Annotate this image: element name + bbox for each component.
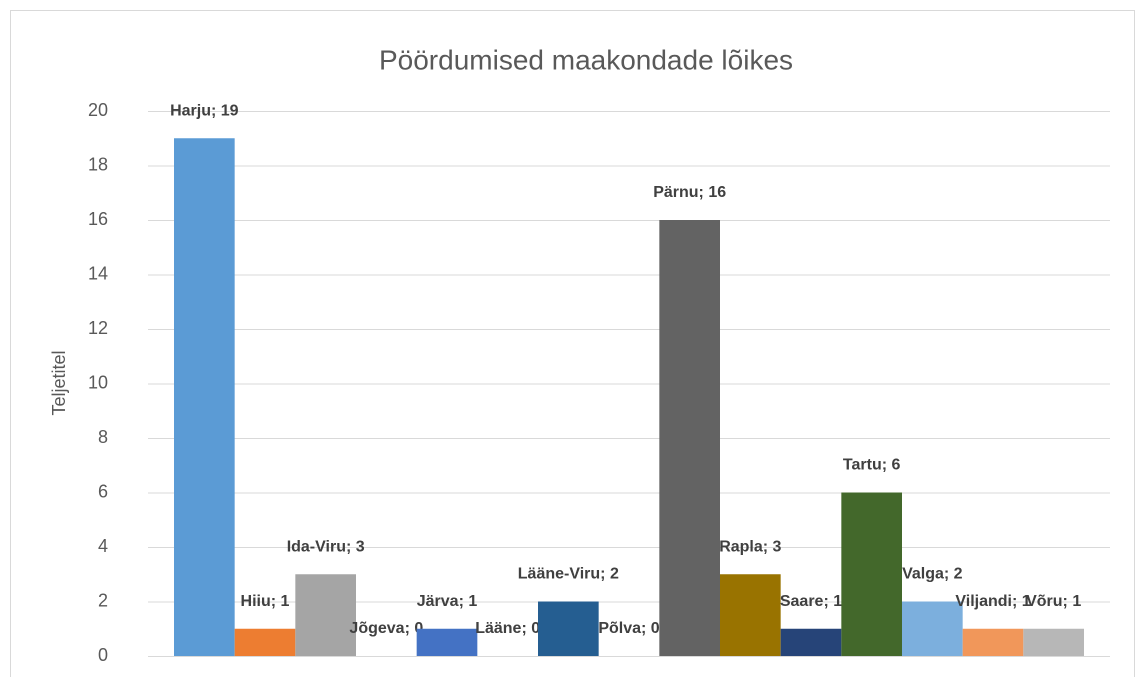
y-tick-label: 4: [98, 536, 108, 556]
data-label: Saare; 1: [780, 593, 842, 610]
y-tick-label: 16: [88, 209, 108, 229]
data-label: Valga; 2: [902, 566, 963, 583]
y-tick-label: 18: [88, 154, 108, 174]
data-label: Tartu; 6: [843, 457, 901, 474]
bar: [234, 628, 296, 656]
data-label: Lääne-Viru; 2: [518, 566, 619, 583]
y-tick-label: 0: [98, 645, 108, 665]
bar: [1023, 628, 1084, 656]
y-tick-label: 8: [98, 427, 108, 447]
y-tick-label: 14: [88, 263, 108, 283]
bar: [174, 138, 235, 656]
bar: [962, 628, 1024, 656]
bar: [295, 574, 356, 656]
data-label: Järva; 1: [417, 593, 478, 610]
bar: [538, 601, 599, 656]
bar: [416, 628, 478, 656]
bar: [902, 601, 963, 656]
bar: [659, 220, 720, 656]
data-label: Lääne; 0: [475, 620, 540, 637]
data-label: Pärnu; 16: [653, 184, 726, 201]
data-label: Viljandi; 1: [955, 593, 1030, 610]
data-label: Rapla; 3: [719, 538, 781, 555]
y-tick-label: 10: [88, 372, 108, 392]
y-tick-label: 2: [98, 590, 108, 610]
data-label: Põlva; 0: [598, 620, 659, 637]
data-label: Hiiu; 1: [241, 593, 290, 610]
y-tick-label: 20: [88, 100, 108, 120]
data-label: Ida-Viru; 3: [287, 538, 365, 555]
data-label: Võru; 1: [1026, 593, 1081, 610]
y-tick-label: 12: [88, 318, 108, 338]
data-label: Jõgeva; 0: [349, 620, 423, 637]
y-axis-title: Teljetitel: [49, 350, 69, 415]
data-label: Harju; 19: [170, 102, 239, 119]
bar: [841, 492, 902, 656]
bar: [780, 628, 842, 656]
bar: [720, 574, 781, 656]
y-tick-label: 6: [98, 481, 108, 501]
chart-title: Pöördumised maakondade lõikes: [379, 44, 793, 75]
